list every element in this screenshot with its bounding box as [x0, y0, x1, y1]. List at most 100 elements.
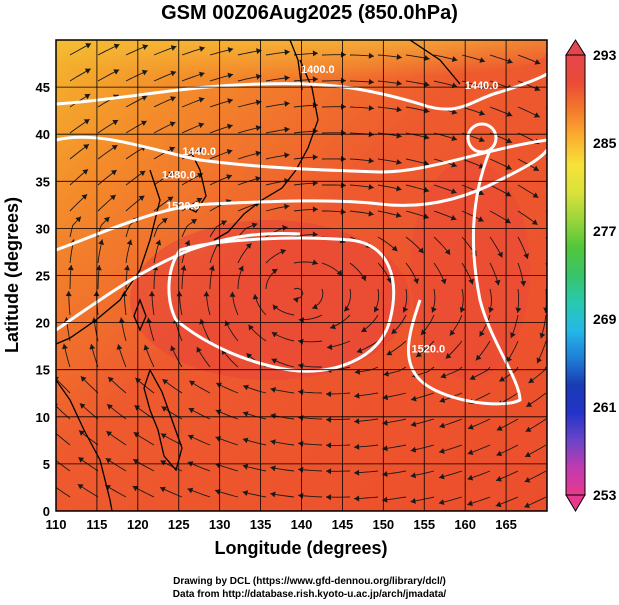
streamline-arrow [113, 69, 120, 75]
grid [56, 40, 547, 511]
y-tick-label: 0 [43, 504, 50, 519]
streamline-arrow [312, 154, 318, 161]
streamline-arrow [242, 463, 249, 470]
streamline-arrow [168, 171, 175, 178]
colorbar-label: 261 [593, 399, 617, 415]
streamline-arrow [560, 194, 566, 200]
streamline-arrow [111, 145, 118, 151]
streamline-arrow [270, 413, 276, 419]
streamline-arrow [418, 247, 424, 254]
streamline-arrow [79, 403, 86, 409]
contour-label: 1480.0 [162, 169, 196, 181]
streamline-arrow [354, 495, 360, 502]
streamline-arrow [382, 471, 388, 477]
streamline-arrow [326, 468, 332, 475]
streamline-arrow [199, 46, 205, 52]
streamline-arrow [227, 72, 234, 79]
streamline-arrow [382, 394, 388, 401]
streamline [545, 210, 547, 213]
streamline-arrow [396, 80, 402, 87]
streamline-arrow [271, 358, 278, 364]
streamline-arrow [368, 52, 374, 59]
streamline-arrow [451, 56, 458, 62]
streamline-arrow [83, 119, 90, 125]
streamline-arrow [560, 167, 566, 172]
streamline-arrow [155, 239, 162, 246]
streamline-arrow [326, 442, 332, 449]
streamline-arrow [450, 188, 457, 194]
china-coast [56, 169, 161, 345]
streamline-arrow [391, 328, 398, 334]
streamline-arrow [526, 401, 533, 407]
streamline-arrow [82, 169, 89, 175]
streamline-arrow [161, 218, 168, 224]
streamline-arrow [424, 55, 430, 61]
streamline-arrow [248, 324, 254, 331]
streamline-arrow [180, 265, 187, 271]
streamline-arrow [203, 291, 210, 297]
streamline-arrow [188, 434, 194, 441]
streamline-arrow [488, 307, 494, 313]
y-tick-label: 15 [36, 363, 50, 378]
credit-data-source: Data from http://database.rish.kyoto-u.a… [172, 589, 447, 600]
contour-label: 1440.0 [465, 80, 499, 92]
streamline-arrow [312, 206, 318, 213]
colorbar-label: 253 [593, 487, 617, 503]
wind-streamlines [56, 43, 566, 508]
chart-title: GSM 00Z06Aug2025 (850.0hPa) [161, 2, 458, 24]
streamline-arrow [326, 494, 332, 501]
x-tick-label: 140 [291, 517, 313, 532]
y-tick-label: 20 [36, 316, 50, 331]
credit-drawing: Drawing by DCL (https://www.gfd-dennou.o… [173, 576, 446, 587]
streamline-arrow [138, 195, 145, 201]
streamline-arrow [148, 291, 155, 297]
streamline-arrow [226, 174, 232, 180]
streamline-arrow [395, 212, 402, 218]
contour-1520-west [56, 232, 301, 332]
x-tick-label: 125 [168, 517, 190, 532]
streamline-arrow [83, 144, 89, 150]
streamline-arrow [169, 121, 176, 127]
streamline-arrow [354, 418, 360, 425]
streamline-arrow [444, 248, 451, 255]
streamline-arrow [496, 476, 502, 482]
streamline-arrow [416, 351, 422, 357]
streamline-arrow [402, 306, 409, 313]
streamline-arrow [368, 105, 374, 111]
streamline-arrow [423, 186, 430, 193]
streamline-arrow [284, 75, 290, 81]
streamline-arrow [298, 338, 304, 345]
streamline-arrow [360, 275, 367, 281]
streamline-arrow [176, 291, 183, 297]
streamline-arrow [520, 280, 527, 287]
streamline-arrow [187, 487, 194, 494]
streamline-arrow [423, 213, 429, 220]
streamline-arrow [550, 254, 556, 260]
streamline-arrow [105, 458, 112, 464]
streamline-arrow [252, 294, 259, 300]
streamline-arrow [479, 330, 485, 337]
contour-1440-closed [466, 122, 498, 154]
contour-labels: 1400.0 1440.0 1440.0 1480.0 1520.0 1520.0 [162, 64, 498, 356]
streamline-arrow [56, 483, 57, 485]
colorbar-label: 285 [593, 135, 617, 151]
colorbar: 293 285 277 269 261 253 [565, 39, 617, 512]
streamline-arrow [423, 160, 430, 167]
streamline-arrow [368, 157, 374, 164]
streamline-arrow [110, 194, 116, 201]
streamline-arrow [469, 374, 476, 380]
streamline-arrow [467, 474, 474, 481]
streamline-arrow [189, 380, 196, 387]
streamline-arrow [495, 501, 502, 508]
streamline-arrow [284, 126, 290, 133]
streamline-arrow [79, 430, 85, 436]
streamline-arrow [197, 147, 204, 154]
indochina-coast [56, 379, 113, 511]
streamline-arrow [440, 372, 447, 379]
streamline-arrow [108, 377, 114, 383]
streamline-arrow [368, 184, 374, 190]
streamline-arrow [479, 83, 485, 90]
kamchatka-coast [409, 40, 461, 85]
streamline-arrow [468, 278, 474, 285]
